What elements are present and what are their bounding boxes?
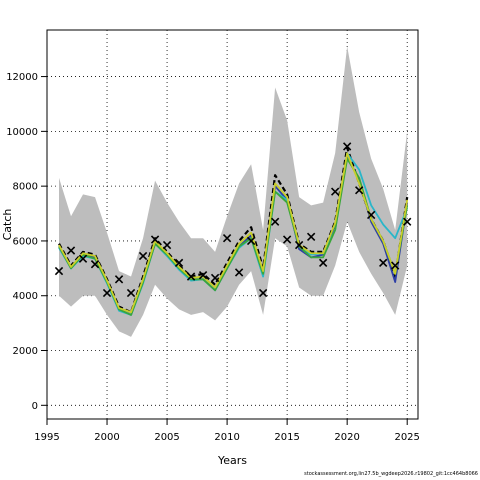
observed-point-stroke-b <box>391 261 400 270</box>
y-tick-label-12000: 12000 <box>6 72 38 83</box>
x-tick-label-2015: 2015 <box>274 432 299 443</box>
observed-point-stroke-b <box>186 272 196 281</box>
observed-point-stroke-b <box>234 268 244 277</box>
x-tick-label-2005: 2005 <box>154 432 179 443</box>
grid-lines <box>46 30 418 419</box>
observed-point-2000 <box>102 288 112 298</box>
observed-point-1997 <box>66 246 76 255</box>
observed-point-2018 <box>318 258 328 268</box>
observed-point-stroke-b <box>78 254 88 263</box>
observed-point-2025 <box>403 217 412 226</box>
observed-point-stroke-b <box>126 288 136 298</box>
observed-point-stroke-b <box>294 240 304 250</box>
observed-point-2022 <box>367 210 376 220</box>
y-tick-label-4000: 4000 <box>13 291 38 302</box>
observed-point-2012 <box>246 236 256 246</box>
observed-point-stroke-b <box>222 234 232 243</box>
observed-point-stroke-b <box>150 235 160 244</box>
y-axis-title: Catch <box>1 209 14 241</box>
y-tick-label-10000: 10000 <box>6 127 38 138</box>
footer-credit: stockassessment.org,lin27.5b_wgdeep2026.… <box>304 471 478 477</box>
observed-point-stroke-b <box>379 258 388 268</box>
observed-point-stroke-b <box>330 187 340 196</box>
observed-point-stroke-b <box>102 288 112 298</box>
observed-point-2001 <box>114 275 124 284</box>
observed-point-stroke-b <box>403 217 412 226</box>
y-axis: 0 2000 4000 6000 8000 10000 12000 <box>6 72 47 412</box>
observed-point-2015 <box>282 235 292 244</box>
observed-point-2009 <box>210 273 220 283</box>
observed-point-stroke-b <box>258 288 268 298</box>
observed-point-stroke-b <box>342 142 352 151</box>
y-tick-label-0: 0 <box>32 401 38 412</box>
observed-point-2002 <box>126 288 136 298</box>
observed-catch-points <box>54 142 412 298</box>
observed-point-2011 <box>234 268 244 277</box>
observed-point-stroke-b <box>210 273 220 283</box>
y-tick-label-2000: 2000 <box>13 346 38 357</box>
observed-point-1999 <box>90 260 100 269</box>
x-axis-title: Years <box>217 454 247 467</box>
observed-point-stroke-b <box>367 210 376 220</box>
observed-point-2023 <box>379 258 388 268</box>
observed-point-stroke-b <box>54 266 64 276</box>
observed-point-1996 <box>54 266 64 276</box>
observed-point-stroke-b <box>355 186 364 195</box>
observed-point-2024 <box>391 261 400 270</box>
x-axis: 1995 2000 2005 2010 2015 2020 2025 <box>34 418 420 443</box>
observed-point-2006 <box>174 258 184 268</box>
series-lines <box>58 146 409 316</box>
observed-point-stroke-b <box>138 251 148 261</box>
observed-point-stroke-b <box>246 236 256 246</box>
x-tick-label-2010: 2010 <box>214 432 239 443</box>
observed-point-2008 <box>198 271 208 280</box>
observed-point-stroke-b <box>174 258 184 268</box>
observed-point-2013 <box>258 288 268 298</box>
observed-point-2007 <box>186 272 196 281</box>
observed-point-stroke-b <box>114 275 124 284</box>
x-tick-label-2025: 2025 <box>394 432 419 443</box>
observed-point-2014 <box>270 217 280 226</box>
observed-point-2004 <box>150 235 160 244</box>
observed-point-stroke-b <box>162 240 172 250</box>
observed-point-stroke-b <box>270 217 280 226</box>
x-tick-label-2000: 2000 <box>94 432 119 443</box>
x-tick-label-2020: 2020 <box>334 432 359 443</box>
observed-point-2020 <box>342 142 352 151</box>
observed-point-stroke-b <box>66 246 76 255</box>
observed-point-2005 <box>162 240 172 250</box>
observed-point-stroke-b <box>318 258 328 268</box>
observed-point-stroke-b <box>198 271 208 280</box>
x-tick-label-1995: 1995 <box>34 432 59 443</box>
observed-point-stroke-b <box>282 235 292 244</box>
observed-point-stroke-b <box>306 232 316 241</box>
observed-point-2016 <box>294 240 304 250</box>
observed-point-1998 <box>78 254 88 263</box>
y-tick-label-8000: 8000 <box>13 182 38 193</box>
observed-point-2021 <box>355 186 364 195</box>
y-tick-label-6000: 6000 <box>13 236 38 247</box>
observed-point-2017 <box>306 232 316 241</box>
observed-point-stroke-b <box>90 260 100 269</box>
series-line-5 <box>58 152 409 314</box>
observed-point-2010 <box>222 234 232 243</box>
observed-point-2003 <box>138 251 148 261</box>
observed-point-2019 <box>330 187 340 196</box>
